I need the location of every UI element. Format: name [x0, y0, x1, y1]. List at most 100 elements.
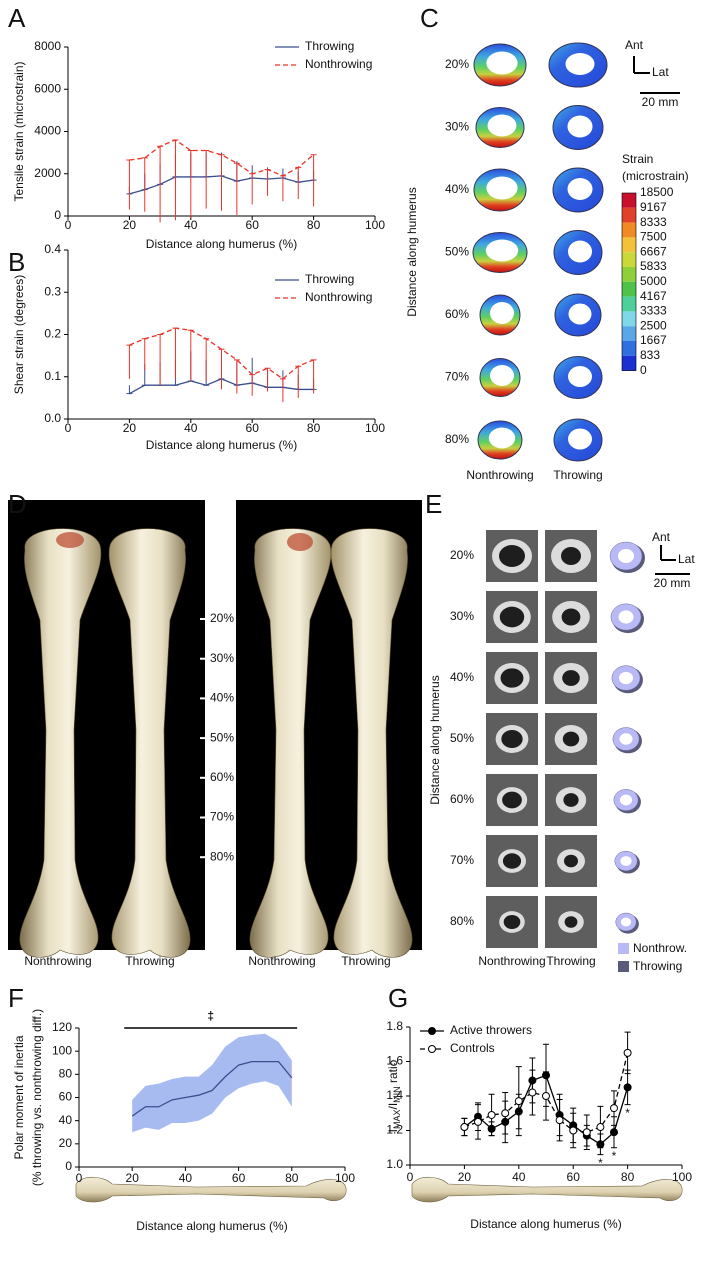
legend-label: Throwing: [305, 39, 354, 53]
error-bar: [310, 154, 317, 207]
row-label: 70%: [450, 853, 474, 867]
error-bar: [249, 374, 256, 396]
panel-label: D: [8, 489, 27, 519]
legend-marker: [428, 1045, 436, 1053]
ct-cavity: [563, 793, 579, 807]
y-tick-label: 1.0: [386, 1157, 403, 1171]
x-axis-title: Distance along humerus (%): [146, 237, 297, 251]
section-cavity: [485, 239, 519, 262]
y-axis-title-part: /I: [386, 1103, 400, 1110]
legend-label: Throwing: [633, 959, 682, 973]
confidence-band: [132, 1033, 292, 1133]
section-cavity: [619, 733, 633, 745]
x-tick-label: 100: [672, 1170, 692, 1184]
legend-label: Throwing: [305, 272, 354, 286]
data-point: [623, 1048, 632, 1057]
scale-label: 20 mm: [642, 95, 679, 109]
column-label: Throwing: [553, 468, 602, 482]
y-tick-label: 0.3: [44, 284, 61, 298]
colorbar-label: 833: [640, 348, 660, 362]
ct-cavity: [501, 729, 523, 749]
annotation: *: [625, 1106, 630, 1120]
y-tick-label: 40: [59, 1113, 73, 1127]
ct-cavity: [561, 547, 581, 565]
section-cavity: [567, 115, 593, 138]
data-point: [514, 1097, 523, 1106]
section-cavity: [620, 856, 632, 866]
y-tick-label: 0.0: [44, 411, 61, 425]
legend-label: Active throwers: [450, 1023, 532, 1037]
row-label: 50%: [210, 730, 234, 744]
y-axis-title-part: ratio: [386, 1059, 400, 1086]
data-point: [610, 1128, 618, 1137]
error-bar: [233, 162, 240, 215]
error-bar: [126, 344, 133, 379]
row-label: 30%: [445, 120, 469, 134]
colorbar-label: 18500: [640, 185, 674, 199]
y-axis-title: Tensile strain (microstrain): [12, 61, 26, 201]
colorbar-label: 5000: [640, 274, 667, 288]
legend-label: Nonthrowing: [305, 57, 372, 71]
ct-cavity: [499, 606, 525, 628]
y-tick-label: 20: [59, 1136, 73, 1150]
annotation: *: [598, 1156, 603, 1170]
error-bar: [295, 166, 302, 200]
colorbar-segment: [622, 207, 636, 223]
y-tick-label: 1.2: [386, 1123, 403, 1137]
row-label: 60%: [210, 770, 234, 784]
y-tick-label: 2000: [34, 166, 61, 180]
section-cavity: [565, 53, 595, 75]
y-tick-label: 0: [54, 208, 61, 222]
colorbar-label: 5833: [640, 259, 667, 273]
x-tick-label: 80: [307, 421, 321, 435]
error-bar: [279, 378, 286, 403]
column-label: Throwing: [546, 954, 595, 968]
y-tick-label: 1.4: [386, 1088, 403, 1102]
colorbar-segment: [622, 267, 636, 282]
colorbar-frame: [621, 192, 637, 371]
column-label: Nonthrowing: [478, 954, 545, 968]
series-line: [129, 327, 314, 380]
data-point: [474, 1117, 482, 1126]
y-axis-title: IMAX/IMIN ratio: [386, 1059, 402, 1132]
series-line: [131, 1060, 293, 1117]
colorbar-label: 9167: [640, 200, 667, 214]
section-cavity: [568, 240, 592, 263]
row-label: 30%: [450, 609, 474, 623]
row-label: 20%: [450, 548, 474, 562]
row-label: 40%: [450, 670, 474, 684]
x-tick-label: 0: [76, 1171, 83, 1185]
error-bar: [218, 154, 225, 211]
colorbar-label: 6667: [640, 244, 667, 258]
bone-illustration: [411, 1176, 683, 1203]
colorbar-segment: [622, 341, 636, 356]
legend-marker: [428, 1027, 436, 1035]
y-axis-title: Polar moment of inertia: [12, 1035, 26, 1159]
panel-label: G: [388, 983, 408, 1013]
y-tick-label: 0.1: [44, 369, 61, 383]
colorbar-unit: (microstrain): [622, 169, 689, 183]
legend-label: Nonthrow.: [633, 941, 687, 955]
x-tick-label: 60: [246, 421, 260, 435]
y-tick-label: 6000: [34, 81, 61, 95]
section-cavity: [488, 427, 516, 449]
section-cavity: [568, 428, 592, 450]
row-label: 20%: [445, 57, 469, 71]
data-point: [555, 1116, 564, 1125]
colorbar-segment: [622, 326, 636, 341]
error-bar: [187, 329, 194, 381]
error-bar: [172, 327, 179, 379]
column-label: Nonthrowing: [466, 468, 533, 482]
x-axis-title: Distance along humerus (%): [146, 438, 297, 452]
bone-highlights: [56, 532, 313, 551]
x-tick-label: 0: [65, 218, 72, 232]
colorbar-segment: [622, 237, 636, 253]
colorbar-segment: [622, 311, 636, 327]
panel-label: C: [420, 3, 439, 33]
x-tick-label: 100: [365, 218, 385, 232]
data-point: [582, 1128, 591, 1137]
ct-cavity: [503, 914, 521, 930]
x-tick-label: 80: [307, 218, 321, 232]
colorbar-label: 4167: [640, 289, 667, 303]
